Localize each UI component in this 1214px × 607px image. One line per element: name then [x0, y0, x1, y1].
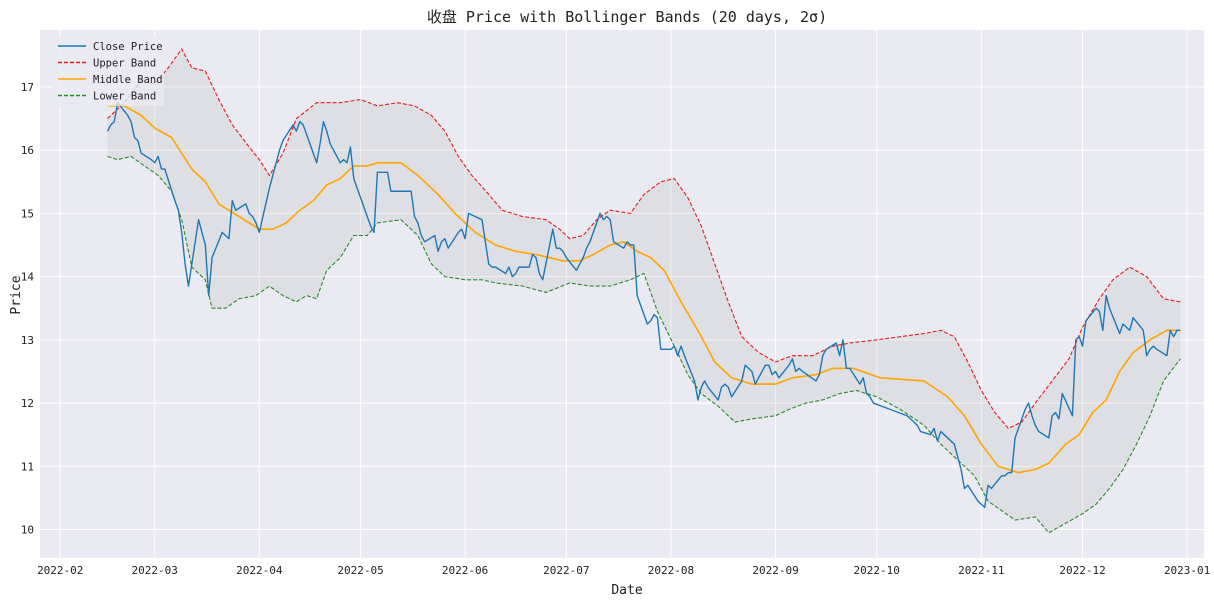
x-tick-label: 2022-02 — [37, 564, 83, 577]
x-tick-label: 2022-11 — [958, 564, 1004, 577]
y-tick-label: 17 — [21, 81, 34, 94]
x-tick-label: 2023-01 — [1164, 564, 1210, 577]
legend-label-close-price: Close Price — [93, 41, 163, 53]
x-tick-label: 2022-08 — [648, 564, 694, 577]
x-axis: 2022-02 2022-03 2022-04 2022-05 2022-06 2022-… — [37, 564, 1210, 577]
x-tick-label: 2022-06 — [442, 564, 488, 577]
y-tick-label: 16 — [21, 144, 34, 157]
y-tick-label: 12 — [21, 397, 34, 410]
y-axis-label: Price — [9, 275, 24, 314]
legend-label-lower-band: Lower Band — [93, 91, 156, 103]
x-tick-label: 2022-03 — [132, 564, 178, 577]
close-price-line — [106, 102, 1181, 509]
grid — [40, 30, 1204, 558]
x-tick-label: 2022-10 — [854, 564, 900, 577]
x-tick-label: 2022-05 — [337, 564, 383, 577]
y-tick-label: 10 — [21, 524, 34, 537]
x-tick-label: 2022-09 — [752, 564, 798, 577]
middle-band-line — [107, 105, 1181, 474]
x-axis-label: Date — [611, 583, 642, 598]
upper-band-line — [107, 48, 1181, 429]
band-fill — [107, 48, 1181, 533]
y-axis: 10 11 12 13 14 15 16 17 — [21, 81, 35, 537]
legend-box — [52, 36, 164, 106]
band-fill-area — [107, 48, 1181, 533]
x-tick-label: 2022-07 — [543, 564, 589, 577]
y-tick-label: 14 — [21, 271, 35, 284]
x-tick-label: 2022-04 — [236, 564, 283, 577]
chart-title: 收盘 Price with Bollinger Bands (20 days, … — [427, 8, 827, 26]
legend-label-upper-band: Upper Band — [93, 58, 156, 70]
y-tick-label: 15 — [21, 207, 34, 220]
legend-label-middle-band: Middle Band — [93, 74, 163, 86]
lower-band-line — [107, 155, 1181, 534]
series-lines — [106, 48, 1181, 534]
y-tick-label: 13 — [21, 334, 34, 347]
legend: Close Price Upper Band Middle Band Lower Ba… — [52, 36, 164, 106]
x-tick-label: 2022-12 — [1059, 564, 1105, 577]
y-tick-label: 11 — [21, 460, 34, 473]
